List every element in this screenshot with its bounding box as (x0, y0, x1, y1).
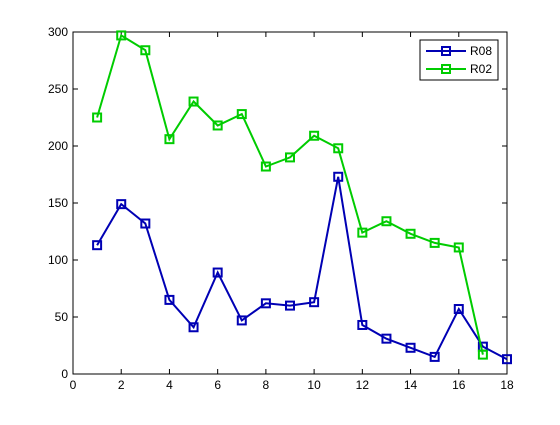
data-point-r08 (285, 300, 295, 311)
y-tick-label: 50 (55, 310, 69, 324)
data-point-r02 (357, 227, 368, 238)
x-tick-label: 2 (118, 378, 125, 392)
data-point-r02 (212, 120, 223, 131)
y-tick-label: 200 (48, 139, 68, 153)
data-point-r08 (116, 199, 127, 210)
data-point-r02 (309, 130, 320, 141)
data-point-r02 (92, 112, 103, 123)
data-point-r08 (357, 319, 368, 330)
x-tick-label: 6 (214, 378, 221, 392)
y-tick-label: 150 (48, 196, 68, 210)
y-tick-label: 250 (48, 82, 68, 96)
data-point-r02 (188, 96, 199, 107)
x-tick-label: 16 (452, 378, 466, 392)
data-point-r02 (285, 152, 295, 163)
data-point-r02 (236, 109, 247, 120)
data-point-r02 (333, 143, 344, 154)
legend-box (419, 39, 499, 81)
legend-marker-r08 (441, 46, 451, 56)
data-point-r08 (164, 294, 175, 305)
legend-marker-r02 (441, 64, 451, 74)
data-point-r02 (381, 216, 392, 227)
series-line-r02 (96, 33, 484, 355)
plot-area (72, 31, 508, 375)
x-tick-label: 14 (404, 378, 418, 392)
x-tick-label: 8 (263, 378, 270, 392)
data-point-r08 (502, 354, 512, 365)
x-tick-label: 10 (307, 378, 321, 392)
data-point-r08 (188, 322, 199, 333)
data-point-r08 (429, 351, 440, 362)
series-line-r08 (96, 176, 508, 361)
data-point-r08 (309, 297, 320, 308)
y-tick-label: 0 (61, 367, 68, 381)
series-layer (92, 30, 512, 365)
data-point-r02 (429, 237, 440, 248)
y-tick-label: 100 (48, 253, 68, 267)
y-tick-label: 300 (48, 25, 68, 39)
data-point-r02 (453, 242, 464, 253)
data-point-r08 (140, 218, 151, 229)
data-point-r02 (140, 45, 151, 56)
x-tick-label: 4 (166, 378, 173, 392)
data-point-r08 (212, 267, 223, 278)
data-point-r02 (405, 228, 416, 239)
data-point-r08 (453, 304, 464, 315)
data-point-r08 (381, 333, 392, 344)
legend-label-r08: R08 (470, 44, 492, 58)
axis-ticks: 0 2 4 6 8 10 12 14 16 18 0 50 100 150 200 250 300 (48, 25, 514, 392)
x-tick-label: 18 (500, 378, 514, 392)
data-point-r02 (260, 161, 271, 172)
data-point-r02 (164, 134, 175, 145)
data-point-r08 (405, 342, 416, 353)
data-point-r02 (116, 30, 127, 41)
data-point-r08 (236, 315, 247, 326)
data-point-r08 (92, 240, 103, 251)
data-point-r02 (477, 349, 488, 360)
x-tick-label: 0 (70, 378, 77, 392)
x-tick-label: 12 (356, 378, 370, 392)
data-point-r08 (333, 171, 344, 182)
legend-label-r02: R02 (470, 62, 492, 76)
data-point-r08 (260, 298, 271, 309)
